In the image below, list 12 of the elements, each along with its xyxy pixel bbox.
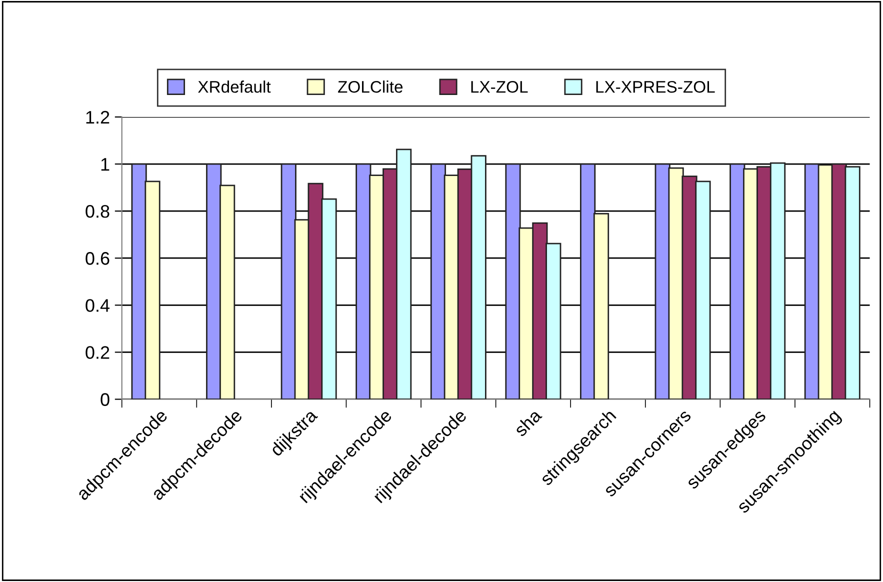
y-tick-label: 0 (100, 393, 110, 406)
legend-label: XRdefault (198, 80, 271, 93)
y-tick-label: 0.4 (86, 299, 110, 312)
y-tick-label: 1 (101, 158, 110, 171)
legend-label: LX-XPRES-ZOL (596, 80, 715, 93)
y-tick-label: 0.6 (86, 252, 110, 265)
legend-label: ZOLClite (338, 80, 403, 93)
x-tick-label: sha (512, 408, 543, 438)
y-tick-label: 1.2 (86, 110, 110, 124)
y-tick-label: 0.8 (86, 205, 110, 218)
legend-label: LX-ZOL (471, 80, 528, 93)
y-tick-label: 0.2 (86, 346, 110, 359)
